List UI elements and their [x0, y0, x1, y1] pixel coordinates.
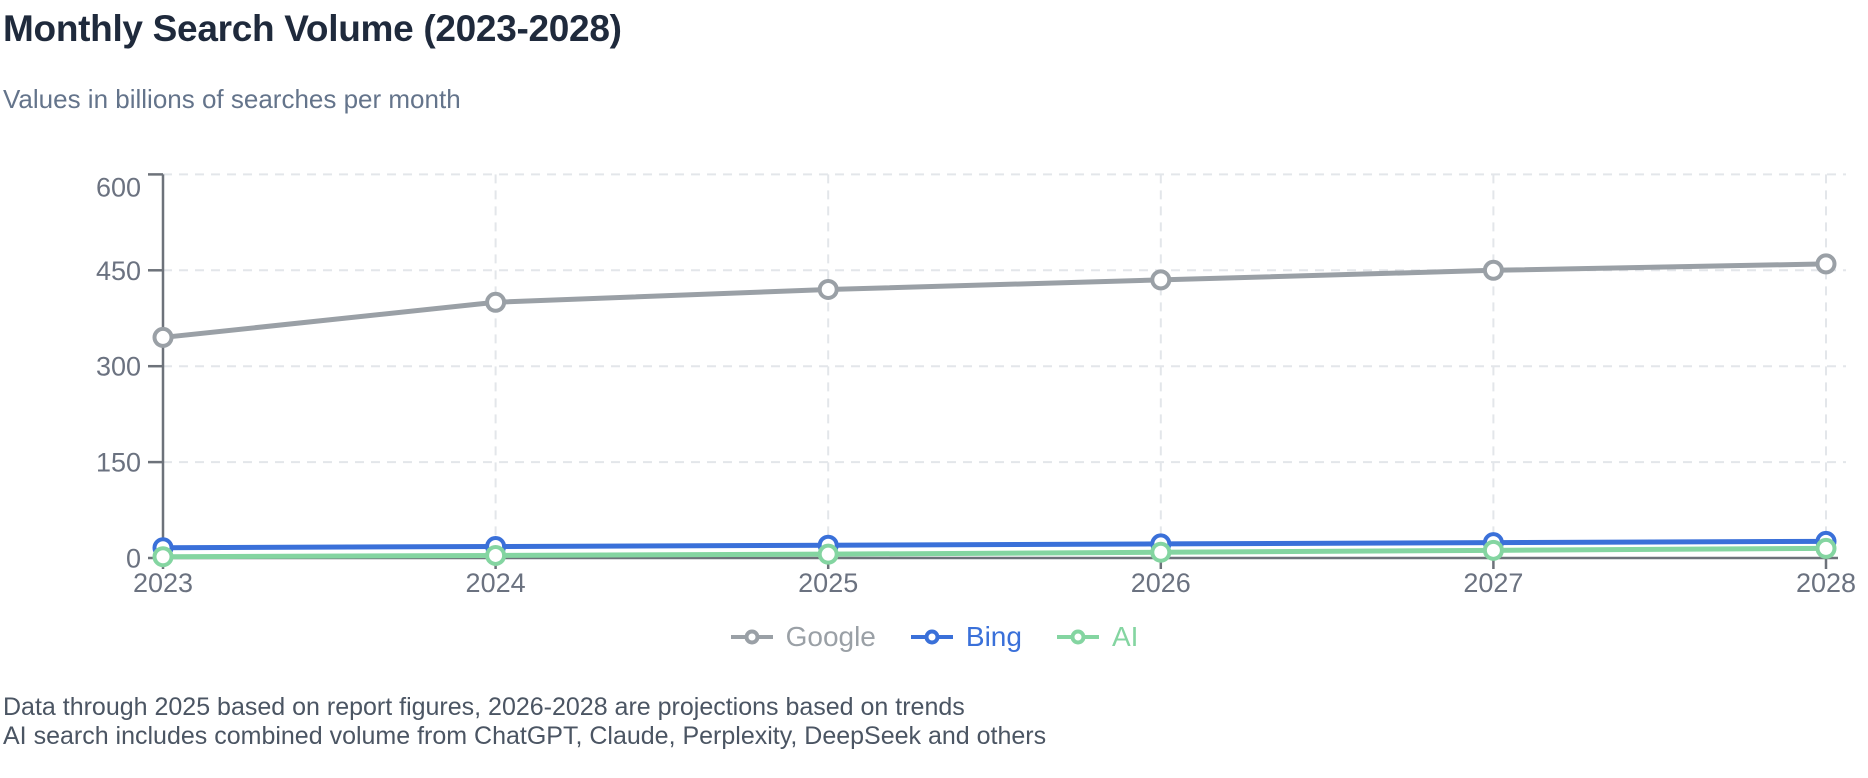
- data-point-google-2025[interactable]: [817, 278, 839, 300]
- data-point-google-2023[interactable]: [152, 326, 174, 348]
- chart-legend: Google Bing AI: [0, 621, 1868, 653]
- chart-subtitle: Values in billions of searches per month: [3, 84, 461, 114]
- legend-item-bing[interactable]: Bing: [910, 621, 1022, 653]
- legend-label-ai: AI: [1111, 621, 1139, 652]
- data-point-ai-2026[interactable]: [1150, 541, 1172, 563]
- series-line-bing: [160, 538, 1829, 551]
- x-tick-label: 2023: [133, 568, 193, 598]
- y-tick-label: 600: [96, 172, 141, 202]
- footnote-line-2: AI search includes combined volume from …: [3, 722, 1047, 750]
- x-tick-label: 2025: [798, 568, 858, 598]
- y-tick-label: 450: [96, 256, 141, 286]
- y-tick-label: 150: [96, 448, 141, 478]
- legend-item-google[interactable]: Google: [730, 621, 876, 653]
- chart-footnotes: Data through 2025 based on report figure…: [3, 693, 1046, 751]
- series-line-google: [160, 261, 1829, 340]
- x-tick-label: 2027: [1463, 568, 1523, 598]
- footnote-line-1: Data through 2025 based on report figure…: [3, 693, 965, 721]
- legend-label-bing: Bing: [965, 621, 1022, 652]
- data-point-google-2027[interactable]: [1482, 259, 1504, 281]
- line-chart-canvas: 0 150 300 450 600 2023 2024 2025 2026 2027 2028: [96, 172, 1856, 598]
- x-tick-label: 2024: [466, 568, 526, 598]
- series-line-ai: [160, 545, 1829, 560]
- y-tick-label: 0: [126, 544, 141, 574]
- x-tick-label: 2028: [1796, 568, 1856, 598]
- data-point-ai-2027[interactable]: [1482, 539, 1504, 561]
- data-point-google-2024[interactable]: [485, 291, 507, 313]
- data-point-ai-2023[interactable]: [152, 546, 174, 568]
- legend-marker-google-icon: [730, 629, 773, 645]
- chart-title: Monthly Search Volume (2023-2028): [3, 8, 622, 49]
- y-tick-label: 300: [96, 352, 141, 382]
- legend-marker-ai-icon: [1056, 629, 1099, 645]
- data-point-ai-2025[interactable]: [817, 543, 839, 565]
- legend-item-ai[interactable]: AI: [1056, 621, 1138, 653]
- legend-label-google: Google: [785, 621, 876, 652]
- data-point-google-2026[interactable]: [1150, 269, 1172, 291]
- data-point-google-2028[interactable]: [1815, 253, 1837, 275]
- data-point-ai-2028[interactable]: [1815, 537, 1837, 559]
- data-point-ai-2024[interactable]: [485, 544, 507, 566]
- x-tick-label: 2026: [1131, 568, 1191, 598]
- legend-marker-bing-icon: [910, 629, 953, 645]
